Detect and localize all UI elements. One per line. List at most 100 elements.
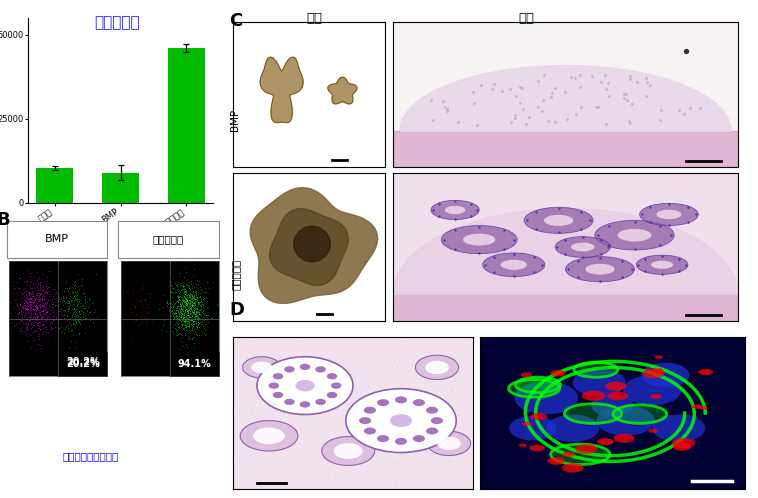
Point (653, 116, 666, 124)
Ellipse shape (550, 370, 565, 376)
Point (639, 267, 651, 275)
Point (431, 393, 443, 401)
Ellipse shape (531, 413, 547, 420)
Point (361, 394, 373, 402)
Point (299, 384, 312, 392)
Point (243, 344, 255, 352)
Point (339, 410, 351, 418)
Point (455, 390, 467, 398)
Point (603, 222, 615, 230)
Point (248, 431, 260, 439)
Ellipse shape (509, 379, 559, 397)
Polygon shape (250, 188, 377, 303)
Point (449, 427, 462, 435)
Point (641, 92, 653, 100)
Point (537, 71, 550, 79)
Point (348, 479, 360, 487)
Point (398, 337, 410, 345)
Point (570, 110, 582, 118)
Point (322, 376, 334, 384)
Point (622, 96, 634, 104)
Ellipse shape (521, 373, 532, 377)
Point (536, 107, 548, 115)
Point (339, 398, 351, 406)
Ellipse shape (268, 382, 279, 389)
Point (407, 375, 419, 383)
Point (663, 221, 675, 229)
Point (453, 118, 465, 126)
Polygon shape (328, 77, 357, 104)
Ellipse shape (334, 443, 363, 459)
Ellipse shape (273, 392, 283, 398)
Polygon shape (270, 209, 349, 285)
Ellipse shape (425, 361, 449, 374)
Text: BMP: BMP (45, 235, 69, 245)
Ellipse shape (607, 391, 628, 400)
Point (641, 78, 653, 86)
Ellipse shape (483, 253, 545, 276)
Point (565, 73, 577, 81)
Point (514, 99, 526, 107)
Ellipse shape (642, 369, 665, 378)
Point (311, 482, 323, 490)
Ellipse shape (415, 355, 459, 379)
Point (590, 103, 603, 111)
Ellipse shape (377, 399, 389, 406)
Point (553, 204, 565, 212)
Point (508, 272, 520, 280)
Point (448, 463, 460, 471)
Point (389, 391, 401, 399)
Point (449, 245, 461, 252)
Point (425, 96, 437, 104)
Point (347, 409, 359, 417)
Point (414, 424, 426, 432)
Point (294, 338, 306, 346)
Point (447, 392, 459, 400)
Text: アクチビン: アクチビン (153, 235, 184, 245)
Point (584, 216, 597, 224)
Point (532, 77, 544, 85)
Point (297, 346, 309, 354)
Point (374, 412, 386, 420)
Point (392, 479, 404, 487)
Point (294, 395, 306, 403)
Point (600, 85, 612, 93)
Point (550, 84, 562, 92)
Point (592, 231, 604, 239)
Point (468, 99, 480, 107)
Point (465, 200, 477, 208)
Ellipse shape (377, 435, 389, 442)
Point (389, 479, 401, 487)
Point (282, 470, 294, 478)
Point (690, 211, 702, 219)
Point (283, 358, 295, 366)
Point (496, 87, 508, 95)
Point (240, 367, 252, 375)
Point (343, 461, 355, 469)
Point (459, 422, 471, 430)
Point (330, 350, 343, 358)
Point (537, 97, 550, 105)
Point (654, 222, 666, 230)
Point (516, 105, 528, 113)
Point (402, 367, 414, 374)
Point (244, 407, 256, 415)
Point (338, 379, 350, 387)
Ellipse shape (273, 373, 283, 379)
Ellipse shape (395, 438, 407, 445)
Point (274, 470, 286, 478)
Point (345, 370, 357, 378)
Point (619, 90, 631, 98)
Polygon shape (400, 66, 731, 131)
Text: 腎祖细胞数: 腎祖细胞数 (95, 15, 140, 30)
Point (287, 394, 299, 402)
FancyBboxPatch shape (7, 221, 108, 257)
Point (397, 434, 409, 442)
Ellipse shape (253, 427, 285, 444)
Point (594, 250, 606, 258)
Point (447, 447, 459, 455)
Ellipse shape (322, 437, 374, 466)
Ellipse shape (327, 392, 337, 398)
Point (644, 203, 656, 211)
Point (479, 261, 491, 269)
